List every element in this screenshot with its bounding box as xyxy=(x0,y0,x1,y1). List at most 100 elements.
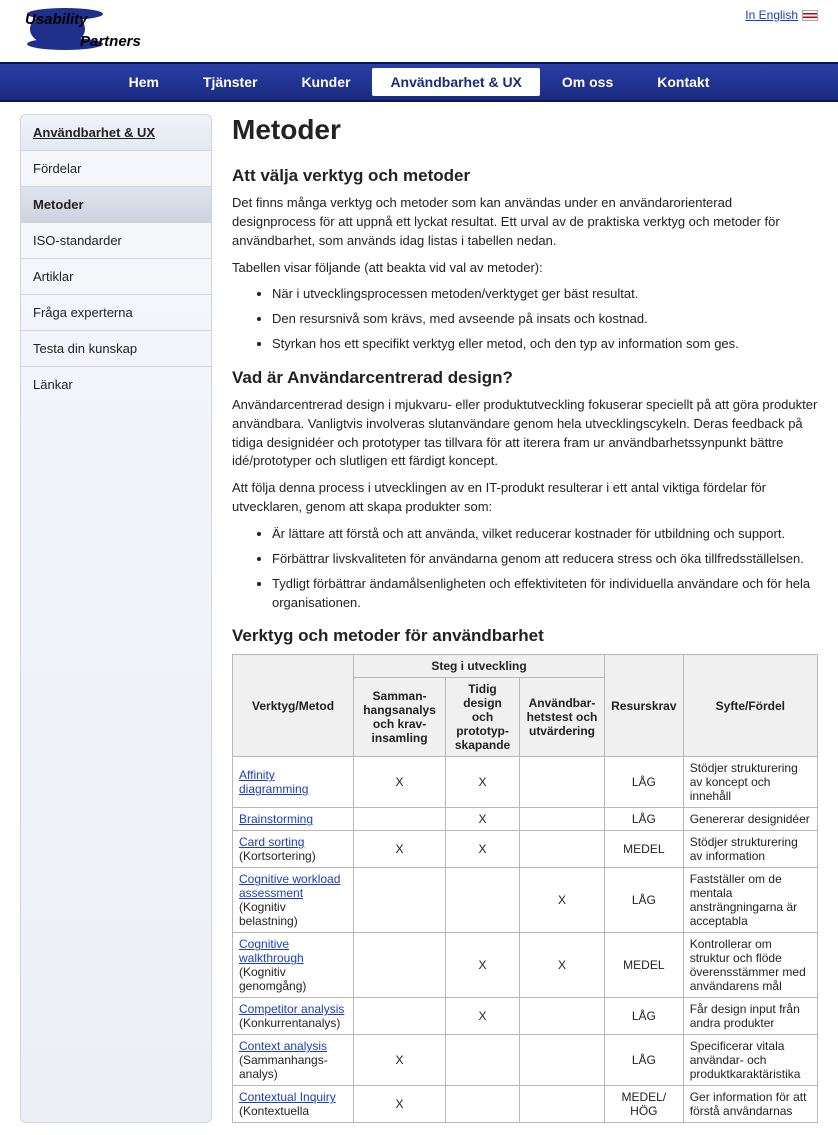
table-row: Cognitive workload assessment (Kognitiv … xyxy=(233,868,818,933)
list-item: Tydligt förbättrar ändamålsenligheten oc… xyxy=(272,575,818,613)
section-heading: Att välja verktyg och metoder xyxy=(232,166,818,186)
stage-cell xyxy=(446,1086,520,1123)
method-link[interactable]: Brainstorming xyxy=(239,812,313,826)
table-row: Contextual Inquiry (KontextuellaX MEDEL/ … xyxy=(233,1086,818,1123)
stage-cell xyxy=(354,933,446,998)
sidebar-item[interactable]: Fördelar xyxy=(21,151,211,187)
stage-cell xyxy=(354,808,446,831)
table-header: Samman-hangsanalys och krav-insamling xyxy=(354,678,446,757)
sidebar-item[interactable]: ISO-standarder xyxy=(21,223,211,259)
list-item: Förbättrar livskvaliteten för användarna… xyxy=(272,550,818,569)
paragraph: Tabellen visar följande (att beakta vid … xyxy=(232,259,818,278)
stage-cell: X xyxy=(520,868,605,933)
stage-cell: X xyxy=(446,757,520,808)
table-row: Affinity diagrammingXXLÅGStödjer struktu… xyxy=(233,757,818,808)
sidebar-item[interactable]: Användbarhet & UX xyxy=(21,115,211,151)
method-link[interactable]: Contextual Inquiry xyxy=(239,1090,336,1104)
resource-cell: MEDEL xyxy=(604,831,683,868)
purpose-cell: Ger information för att förstå användarn… xyxy=(683,1086,817,1123)
stage-cell: X xyxy=(446,933,520,998)
paragraph: Det finns många verktyg och metoder som … xyxy=(232,194,818,251)
sidebar-item[interactable]: Metoder xyxy=(21,187,211,223)
sidebar-item[interactable]: Testa din kunskap xyxy=(21,331,211,367)
method-link[interactable]: Cognitive workload assessment xyxy=(239,872,340,900)
list-item: När i utvecklingsprocessen metoden/verkt… xyxy=(272,285,818,304)
stage-cell xyxy=(354,998,446,1035)
section-heading: Verktyg och metoder för användbarhet xyxy=(232,626,818,646)
stage-cell: X xyxy=(520,933,605,998)
method-cell: Contextual Inquiry (Kontextuella xyxy=(233,1086,354,1123)
nav-item[interactable]: Hem xyxy=(107,64,181,100)
purpose-cell: Specificerar vitala användar- och produk… xyxy=(683,1035,817,1086)
logo[interactable]: Usability Partners xyxy=(20,8,180,50)
stage-cell xyxy=(446,1035,520,1086)
section-heading: Vad är Användarcentrerad design? xyxy=(232,368,818,388)
method-link[interactable]: Context analysis xyxy=(239,1039,327,1053)
paragraph: Användarcentrerad design i mjukvaru- ell… xyxy=(232,396,818,471)
nav-item[interactable]: Kontakt xyxy=(635,64,731,100)
purpose-cell: Får design input från andra produkter xyxy=(683,998,817,1035)
method-cell: Context analysis (Sammanhangs-analys) xyxy=(233,1035,354,1086)
table-header: Steg i utveckling xyxy=(354,655,605,678)
method-link[interactable]: Cognitive walkthrough xyxy=(239,937,304,965)
method-link[interactable]: Affinity diagramming xyxy=(239,768,308,796)
table-header: Tidig design och prototyp-skapande xyxy=(446,678,520,757)
page-title: Metoder xyxy=(232,114,818,146)
bullet-list: Är lättare att förstå och att använda, v… xyxy=(272,525,818,612)
methods-table: Verktyg/MetodSteg i utvecklingResurskrav… xyxy=(232,654,818,1123)
resource-cell: LÅG xyxy=(604,868,683,933)
language-link[interactable]: In English xyxy=(745,8,818,22)
sidebar-item[interactable]: Artiklar xyxy=(21,259,211,295)
nav-item[interactable]: Användbarhet & UX xyxy=(372,68,539,96)
table-header: Verktyg/Metod xyxy=(233,655,354,757)
stage-cell: X xyxy=(354,1086,446,1123)
uk-flag-icon xyxy=(802,10,818,21)
method-cell: Affinity diagramming xyxy=(233,757,354,808)
table-header: Syfte/Fördel xyxy=(683,655,817,757)
sidebar-item[interactable]: Fråga experterna xyxy=(21,295,211,331)
stage-cell: X xyxy=(446,831,520,868)
table-row: Brainstorming X LÅGGenererar designidéer xyxy=(233,808,818,831)
stage-cell xyxy=(354,868,446,933)
stage-cell xyxy=(520,998,605,1035)
list-item: Styrkan hos ett specifikt verktyg eller … xyxy=(272,335,818,354)
method-cell: Brainstorming xyxy=(233,808,354,831)
logo-text-1: Usability xyxy=(25,11,88,28)
nav-item[interactable]: Tjänster xyxy=(181,64,279,100)
main-content: Metoder Att välja verktyg och metoder De… xyxy=(232,114,818,1123)
method-link[interactable]: Competitor analysis xyxy=(239,1002,344,1016)
resource-cell: MEDEL xyxy=(604,933,683,998)
stage-cell xyxy=(520,831,605,868)
sidebar-item[interactable]: Länkar xyxy=(21,367,211,402)
stage-cell xyxy=(520,1086,605,1123)
resource-cell: LÅG xyxy=(604,808,683,831)
method-cell: Competitor analysis (Konkurrentanalys) xyxy=(233,998,354,1035)
purpose-cell: Genererar designidéer xyxy=(683,808,817,831)
paragraph: Att följa denna process i utvecklingen a… xyxy=(232,479,818,517)
sidebar: Användbarhet & UXFördelarMetoderISO-stan… xyxy=(20,114,212,1123)
method-link[interactable]: Card sorting xyxy=(239,835,304,849)
table-row: Cognitive walkthrough (Kognitiv genomgån… xyxy=(233,933,818,998)
main-nav: HemTjänsterKunderAnvändbarhet & UXOm oss… xyxy=(0,62,838,102)
stage-cell xyxy=(520,808,605,831)
purpose-cell: Stödjer strukturering av information xyxy=(683,831,817,868)
logo-text-2: Partners xyxy=(80,33,141,50)
table-header: Användbar-hetstest och utvärdering xyxy=(520,678,605,757)
stage-cell: X xyxy=(446,998,520,1035)
stage-cell: X xyxy=(354,1035,446,1086)
resource-cell: LÅG xyxy=(604,757,683,808)
table-header: Resurskrav xyxy=(604,655,683,757)
stage-cell: X xyxy=(446,808,520,831)
nav-item[interactable]: Om oss xyxy=(540,64,635,100)
stage-cell xyxy=(520,757,605,808)
table-row: Context analysis (Sammanhangs-analys)XLÅ… xyxy=(233,1035,818,1086)
stage-cell: X xyxy=(354,831,446,868)
method-cell: Cognitive walkthrough (Kognitiv genomgån… xyxy=(233,933,354,998)
method-cell: Card sorting (Kortsortering) xyxy=(233,831,354,868)
nav-item[interactable]: Kunder xyxy=(279,64,372,100)
purpose-cell: Stödjer strukturering av koncept och inn… xyxy=(683,757,817,808)
stage-cell xyxy=(520,1035,605,1086)
list-item: Är lättare att förstå och att använda, v… xyxy=(272,525,818,544)
stage-cell xyxy=(446,868,520,933)
resource-cell: MEDEL/ HÖG xyxy=(604,1086,683,1123)
